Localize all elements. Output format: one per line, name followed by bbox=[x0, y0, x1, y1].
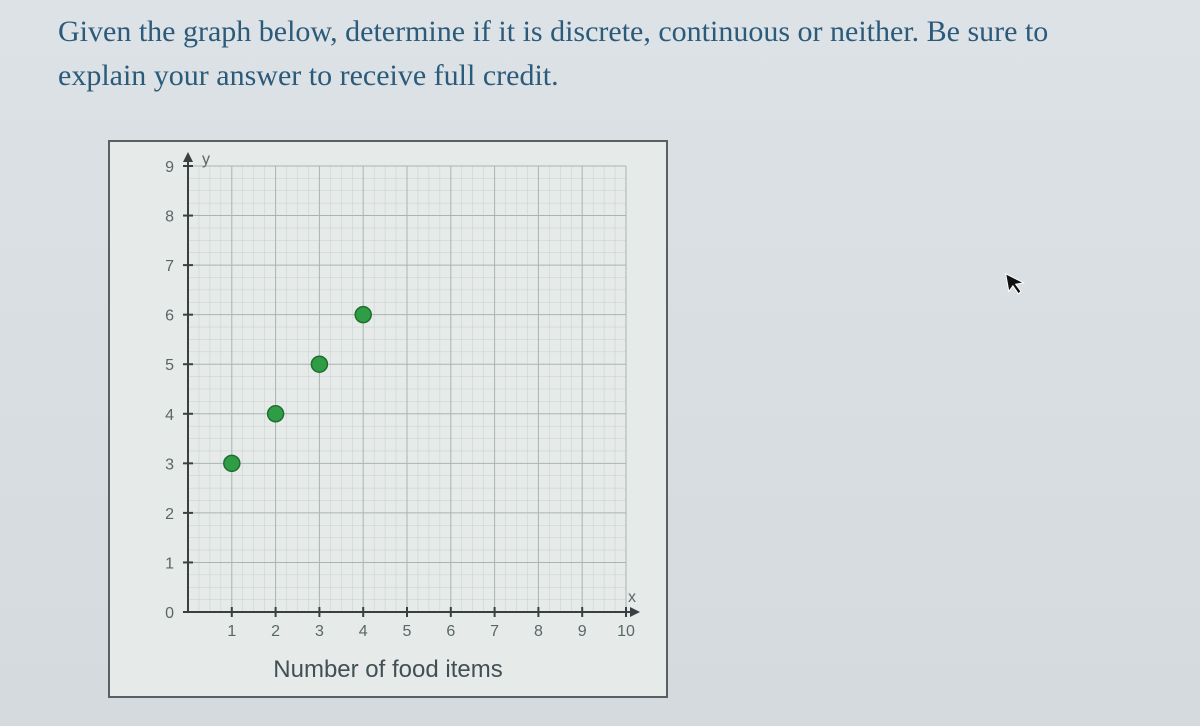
svg-text:4: 4 bbox=[359, 623, 368, 640]
svg-text:6: 6 bbox=[165, 308, 174, 325]
chart-inner: Amount in dollars yx12345678910012345678… bbox=[110, 142, 666, 696]
question-line-1: Given the graph below, determine if it i… bbox=[58, 15, 1048, 48]
svg-text:9: 9 bbox=[165, 159, 174, 176]
mouse-cursor-icon bbox=[1003, 268, 1030, 303]
scatter-chart: y x 1 2 3 4 5 6 7 8 9 10 0 1 2 3 4 5 6 7 8 9 bbox=[110, 142, 666, 696]
svg-text:1: 1 bbox=[165, 555, 174, 572]
svg-text:x: x bbox=[628, 589, 636, 606]
x-axis-title: Number of food items bbox=[110, 656, 666, 684]
svg-text:6: 6 bbox=[446, 623, 455, 640]
svg-text:8: 8 bbox=[534, 623, 543, 640]
svg-text:0: 0 bbox=[165, 605, 174, 622]
svg-text:4: 4 bbox=[165, 407, 174, 424]
svg-text:7: 7 bbox=[165, 258, 174, 275]
svg-text:2: 2 bbox=[271, 623, 280, 640]
chart-frame: Amount in dollars yx12345678910012345678… bbox=[108, 140, 668, 698]
svg-text:8: 8 bbox=[165, 209, 174, 226]
svg-text:1: 1 bbox=[227, 623, 236, 640]
question-text: Given the graph below, determine if it i… bbox=[58, 10, 1160, 97]
question-line-2: explain your answer to receive full cred… bbox=[58, 59, 559, 92]
svg-text:3: 3 bbox=[165, 456, 174, 473]
svg-text:9: 9 bbox=[578, 623, 587, 640]
svg-text:7: 7 bbox=[490, 623, 499, 640]
worksheet-page: Given the graph below, determine if it i… bbox=[0, 0, 1200, 726]
svg-text:y: y bbox=[202, 151, 210, 168]
svg-text:5: 5 bbox=[403, 623, 412, 640]
svg-text:10: 10 bbox=[617, 623, 635, 640]
svg-text:5: 5 bbox=[165, 357, 174, 374]
svg-text:2: 2 bbox=[165, 506, 174, 523]
svg-text:3: 3 bbox=[315, 623, 324, 640]
